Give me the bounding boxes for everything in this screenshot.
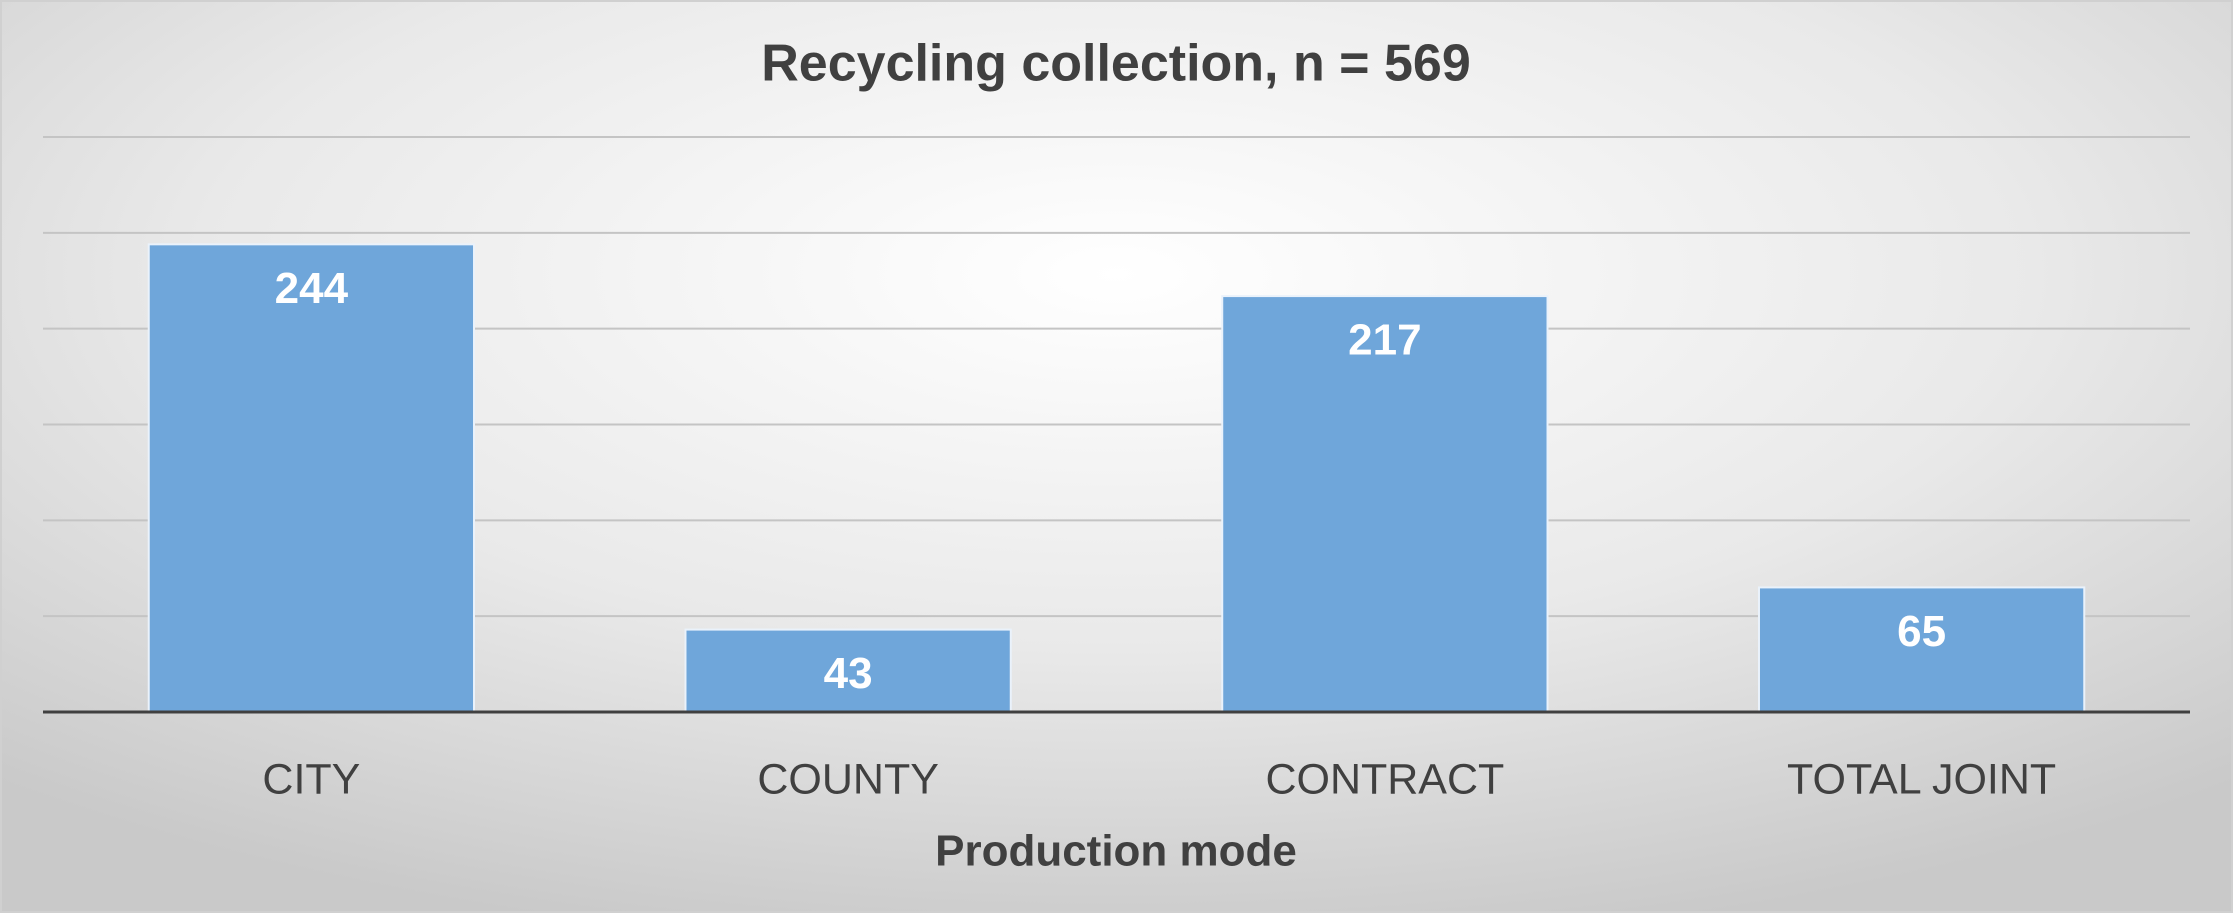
data-label: 244 (275, 264, 349, 313)
chart-title: Recycling collection, n = 569 (761, 35, 1471, 93)
bar (147, 243, 476, 713)
bar (1221, 295, 1549, 713)
x-axis-title: Production mode (935, 827, 1297, 876)
bar (1757, 586, 2086, 714)
data-label: 43 (824, 649, 873, 698)
x-tick-label: COUNTY (757, 755, 939, 803)
data-label: 65 (1897, 607, 1946, 656)
x-tick-label: CITY (262, 755, 360, 803)
bar (684, 628, 1012, 713)
x-tick-label: CONTRACT (1265, 755, 1504, 803)
data-label: 217 (1348, 316, 1421, 365)
x-tick-label: TOTAL JOINT (1787, 755, 2056, 803)
